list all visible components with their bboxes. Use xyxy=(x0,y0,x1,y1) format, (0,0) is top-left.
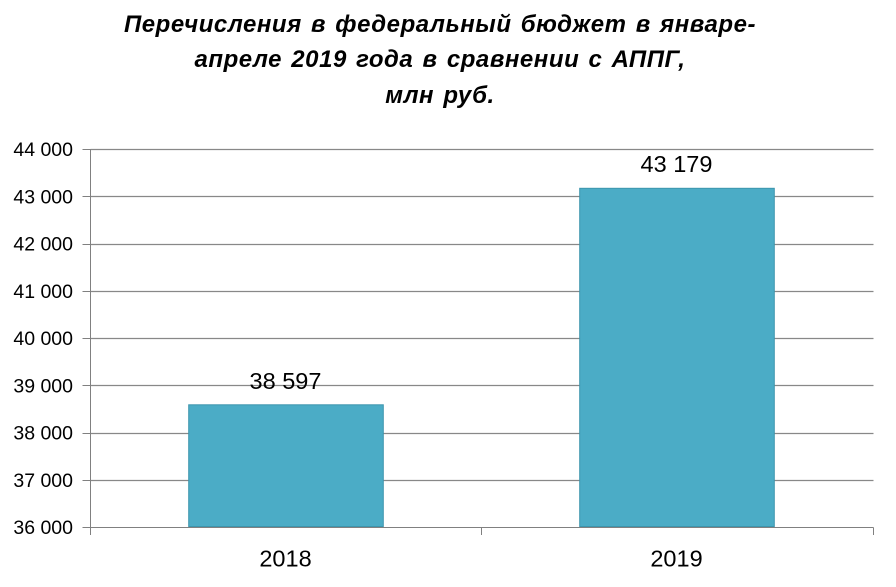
svg-text:43 000: 43 000 xyxy=(13,186,73,208)
svg-text:43 179: 43 179 xyxy=(641,151,713,177)
svg-text:39 000: 39 000 xyxy=(13,375,73,397)
svg-text:42 000: 42 000 xyxy=(13,234,73,256)
svg-text:2018: 2018 xyxy=(259,546,311,572)
svg-text:40 000: 40 000 xyxy=(13,328,73,350)
svg-text:38 597: 38 597 xyxy=(250,368,322,394)
svg-text:38 000: 38 000 xyxy=(13,423,73,445)
svg-text:41 000: 41 000 xyxy=(13,281,73,303)
svg-text:2019: 2019 xyxy=(650,546,702,572)
svg-text:37 000: 37 000 xyxy=(13,470,73,492)
svg-text:36 000: 36 000 xyxy=(13,517,73,539)
svg-text:44 000: 44 000 xyxy=(13,139,73,161)
